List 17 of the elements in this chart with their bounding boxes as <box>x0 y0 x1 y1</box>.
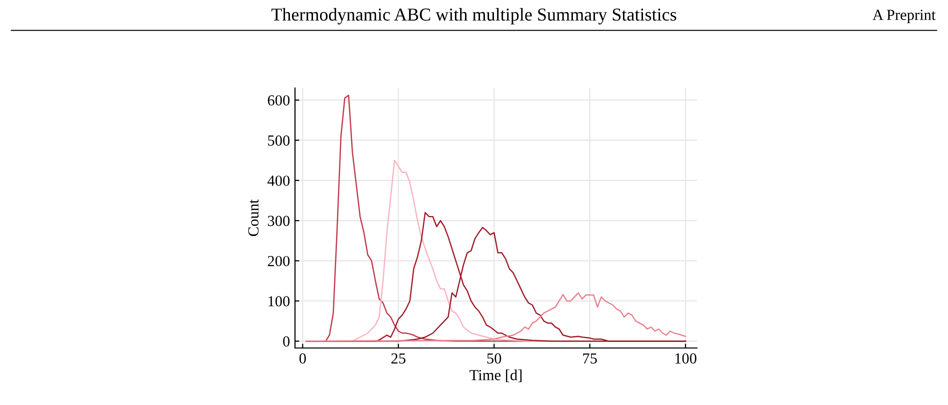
y-axis-title: Count <box>248 199 259 236</box>
y-tick-label: 500 <box>268 135 290 146</box>
y-tick-label: 300 <box>268 216 290 226</box>
y-tick-label: 200 <box>268 256 290 266</box>
x-axis-title: Time [d] <box>470 369 522 382</box>
text: Thermodynamic ABC with multiple Summary Statistics <box>271 8 676 24</box>
y-tick-label: 0 <box>283 336 290 347</box>
x-tick-label: 75 <box>583 353 597 364</box>
y-tick-label: 400 <box>268 176 290 186</box>
text: A Preprint <box>872 10 936 24</box>
y-tick-label: 100 <box>268 296 290 306</box>
x-tick-label: 100 <box>675 353 696 364</box>
line-series <box>306 292 686 342</box>
x-tick-label: 50 <box>487 353 502 364</box>
x-tick-label: 0 <box>299 353 306 364</box>
y-tick-label: 600 <box>268 95 290 106</box>
x-tick-label: 25 <box>391 353 406 364</box>
